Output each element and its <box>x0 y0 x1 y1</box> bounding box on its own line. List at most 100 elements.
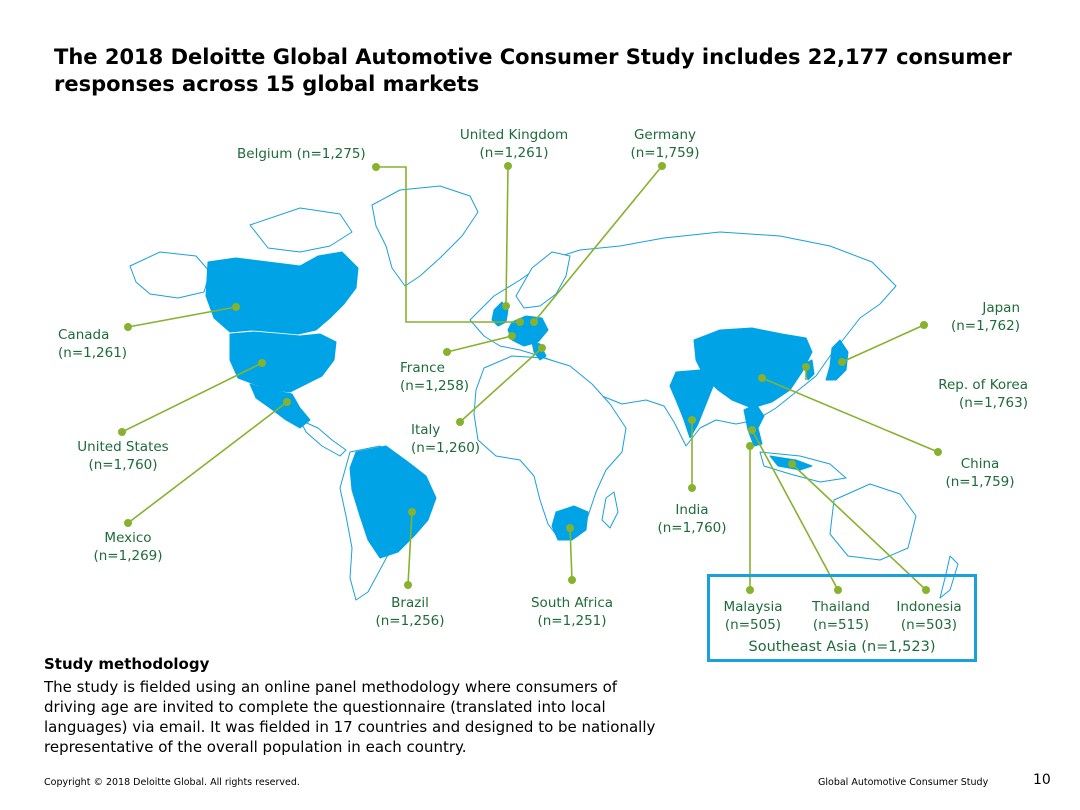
dot-indonesia-b <box>788 460 796 468</box>
label-canada: Canada (n=1,261) <box>58 326 127 362</box>
mexico-shape <box>249 383 311 429</box>
label-germany: Germany (n=1,759) <box>620 126 710 162</box>
leader-china <box>761 377 939 453</box>
label-united-states-name: United States <box>77 439 169 455</box>
southeast-asia-box: Malaysia (n=505) Thailand (n=515) Indone… <box>707 574 977 662</box>
dot-brazil-b <box>408 508 416 516</box>
dot-japan-b <box>838 358 846 366</box>
label-thailand-n: (n=515) <box>812 617 870 633</box>
label-united-kingdom-n: (n=1,261) <box>479 145 549 161</box>
label-mexico-name: Mexico <box>104 530 152 546</box>
label-malaysia: Malaysia (n=505) <box>716 598 790 634</box>
dot-south-africa-a <box>568 576 576 584</box>
label-france-n: (n=1,258) <box>400 378 470 394</box>
leader-germany <box>533 165 663 323</box>
dot-mexico-b <box>283 398 291 406</box>
label-belgium-text: Belgium (n=1,275) <box>237 146 366 162</box>
label-malaysia-n: (n=505) <box>724 617 782 633</box>
united-states-shape <box>229 331 337 393</box>
footer-copyright: Copyright © 2018 Deloitte Global. All ri… <box>44 777 300 788</box>
label-japan-n: (n=1,762) <box>950 318 1020 334</box>
label-italy: Italy (n=1,260) <box>411 421 480 457</box>
label-thailand-name: Thailand <box>812 599 870 615</box>
dot-indonesia-a <box>922 586 930 594</box>
label-korea-name: Rep. of Korea <box>938 377 1028 393</box>
label-belgium: Belgium (n=1,275) <box>237 145 366 163</box>
arctic-islands-shape <box>249 207 353 253</box>
japan-shape <box>825 339 849 381</box>
label-mexico-n: (n=1,269) <box>93 548 163 564</box>
label-india-name: India <box>675 502 709 518</box>
dot-uk-b <box>502 302 510 310</box>
dot-south-africa-b <box>566 524 574 532</box>
label-china-name: China <box>960 456 1000 472</box>
methodology-text: The study is fielded using an online pan… <box>44 678 656 756</box>
dot-china-a <box>934 448 942 456</box>
dot-belgium-b <box>516 318 524 326</box>
label-korea-n: (n=1,763) <box>958 395 1028 411</box>
dot-thailand-b <box>748 426 756 434</box>
label-united-kingdom: United Kingdom (n=1,261) <box>454 126 574 162</box>
leader-mexico <box>127 401 288 524</box>
southeast-asia-total: Southeast Asia (n=1,523) <box>748 639 936 655</box>
leader-thailand <box>751 429 839 591</box>
leader-dots <box>118 162 942 594</box>
leader-united-kingdom <box>505 165 509 307</box>
dot-germany-b <box>530 318 538 326</box>
label-japan: Japan (n=1,762) <box>936 299 1020 335</box>
label-south-africa-name: South Africa <box>530 595 614 611</box>
brazil-shape <box>349 445 437 559</box>
dot-us-a <box>118 428 126 436</box>
dot-france-b <box>508 332 516 340</box>
dot-japan-a <box>920 321 928 329</box>
dot-canada-b <box>232 303 240 311</box>
alaska-shape <box>129 251 211 299</box>
scandinavia-shape <box>515 251 571 309</box>
footer-study-name: Global Automotive Consumer Study <box>818 777 989 788</box>
dot-belgium-a <box>372 163 380 171</box>
label-south-africa: South Africa (n=1,251) <box>522 594 622 630</box>
label-china: China (n=1,759) <box>938 455 1022 491</box>
dot-italy-b <box>538 344 546 352</box>
label-india-n: (n=1,760) <box>657 520 727 536</box>
dot-italy-a <box>456 418 464 426</box>
page-title: The 2018 Deloitte Global Automotive Cons… <box>54 45 1012 96</box>
label-italy-name: Italy <box>411 422 441 438</box>
leader-indonesia <box>791 463 927 591</box>
dot-korea-b <box>802 363 810 371</box>
label-indonesia-n: (n=503) <box>900 617 958 633</box>
page-number: 10 <box>1033 772 1051 788</box>
label-france: France (n=1,258) <box>400 359 469 395</box>
australia-shape <box>829 483 917 561</box>
south-africa-shape <box>551 505 589 541</box>
label-italy-n: (n=1,260) <box>411 440 481 456</box>
dot-thailand-a <box>834 586 842 594</box>
dot-malaysia-b <box>746 442 754 450</box>
central-america-shape <box>299 419 347 457</box>
leader-japan <box>841 324 925 363</box>
label-germany-name: Germany <box>633 127 697 143</box>
label-indonesia-name: Indonesia <box>896 599 962 615</box>
label-thailand: Thailand (n=515) <box>806 598 876 634</box>
label-united-states-n: (n=1,760) <box>88 457 158 473</box>
label-mexico: Mexico (n=1,269) <box>80 529 176 565</box>
label-france-name: France <box>400 360 445 376</box>
leader-italy <box>459 347 543 423</box>
dot-france-a <box>443 348 451 356</box>
label-brazil-name: Brazil <box>391 595 429 611</box>
dot-mexico-a <box>124 519 132 527</box>
leader-belgium <box>376 166 520 323</box>
leader-brazil <box>407 511 413 586</box>
leader-united-states <box>121 362 263 433</box>
madagascar-shape <box>601 491 619 529</box>
label-germany-n: (n=1,759) <box>630 145 700 161</box>
dot-malaysia-a <box>746 586 754 594</box>
leader-south-africa <box>569 527 573 581</box>
label-japan-name: Japan <box>982 300 1020 316</box>
dot-us-b <box>258 359 266 367</box>
label-malaysia-name: Malaysia <box>723 599 783 615</box>
label-brazil: Brazil (n=1,256) <box>362 594 458 630</box>
label-korea: Rep. of Korea (n=1,763) <box>920 376 1028 412</box>
label-canada-n: (n=1,261) <box>58 345 128 361</box>
